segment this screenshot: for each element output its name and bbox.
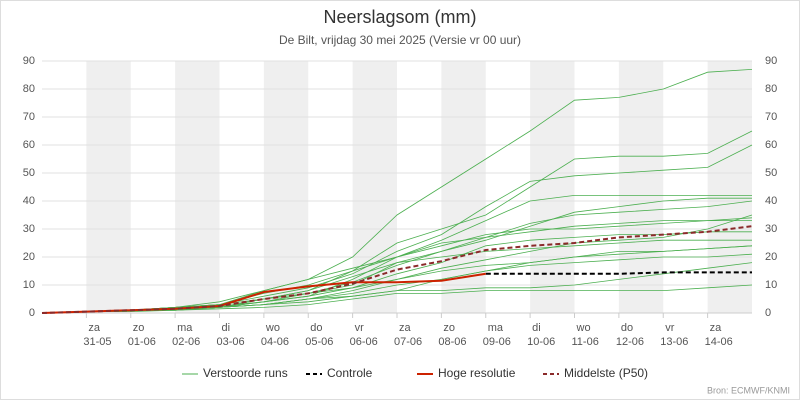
legend-label: Middelste (P50) — [564, 366, 648, 380]
x-tick-date: 09-06 — [483, 336, 511, 348]
y-tick-label: 20 — [23, 251, 35, 263]
x-tick-weekday: zo — [443, 322, 455, 334]
x-tick-date: 12-06 — [616, 336, 644, 348]
y2-tick-label: 0 — [765, 307, 771, 319]
x-tick-weekday: ma — [488, 322, 504, 334]
day-band — [441, 61, 486, 313]
y2-tick-label: 50 — [765, 167, 777, 179]
x-tick-weekday: ma — [177, 322, 193, 334]
x-tick-weekday: wo — [576, 322, 591, 334]
x-tick-date: 31-05 — [83, 336, 111, 348]
day-band — [530, 61, 575, 313]
x-tick-date: 01-06 — [128, 336, 156, 348]
y2-tick-label: 70 — [765, 111, 777, 123]
y-tick-label: 50 — [23, 167, 35, 179]
y2-tick-label: 60 — [765, 139, 777, 151]
day-band — [263, 61, 309, 313]
y-tick-label: 80 — [23, 83, 35, 95]
day-band — [618, 61, 664, 313]
y-tick-label: 60 — [23, 139, 35, 151]
x-tick-weekday: di — [532, 322, 541, 334]
x-tick-weekday: zo — [133, 322, 145, 334]
x-tick-date: 08-06 — [438, 336, 466, 348]
x-tick-weekday: vr — [665, 322, 675, 334]
y-tick-label: 30 — [23, 223, 35, 235]
y2-tick-label: 40 — [765, 195, 777, 207]
x-tick-date: 13-06 — [660, 336, 688, 348]
y-tick-label: 10 — [23, 279, 35, 291]
y-tick-label: 90 — [23, 55, 35, 67]
x-tick-weekday: do — [621, 322, 633, 334]
day-band — [86, 61, 131, 313]
legend-label: Verstoorde runs — [203, 366, 288, 380]
x-tick-weekday: do — [310, 322, 322, 334]
y2-tick-label: 90 — [765, 55, 777, 67]
x-tick-date: 03-06 — [217, 336, 245, 348]
x-tick-weekday: za — [399, 322, 412, 334]
series-line — [485, 271, 752, 275]
y-tick-label: 40 — [23, 195, 35, 207]
x-tick-date: 10-06 — [527, 336, 555, 348]
x-tick-weekday: za — [88, 322, 101, 334]
legend-label: Hoge resolutie — [438, 366, 516, 380]
source: Bron: ECMWF/KNMI — [707, 385, 790, 395]
y2-tick-label: 80 — [765, 83, 777, 95]
y2-tick-label: 30 — [765, 223, 777, 235]
x-tick-weekday: wo — [265, 322, 280, 334]
y-tick-label: 0 — [29, 307, 35, 319]
x-tick-date: 05-06 — [305, 336, 333, 348]
day-band — [707, 61, 752, 313]
x-tick-date: 14-06 — [705, 336, 733, 348]
x-tick-date: 04-06 — [261, 336, 289, 348]
x-tick-weekday: vr — [355, 322, 365, 334]
x-tick-weekday: di — [222, 322, 231, 334]
x-tick-date: 07-06 — [394, 336, 422, 348]
x-tick-date: 06-06 — [350, 336, 378, 348]
y2-tick-label: 10 — [765, 279, 777, 291]
day-band — [352, 61, 397, 313]
y2-tick-label: 20 — [765, 251, 777, 263]
chart-subtitle: De Bilt, vrijdag 30 mei 2025 (Versie vr … — [279, 33, 521, 47]
x-tick-weekday: za — [710, 322, 723, 334]
x-tick-date: 11-06 — [572, 336, 599, 348]
y-tick-label: 70 — [23, 111, 35, 123]
chart-title: Neerslagsom (mm) — [323, 7, 476, 27]
x-tick-date: 02-06 — [172, 336, 200, 348]
day-band — [175, 61, 220, 313]
legend-label: Controle — [327, 366, 373, 380]
